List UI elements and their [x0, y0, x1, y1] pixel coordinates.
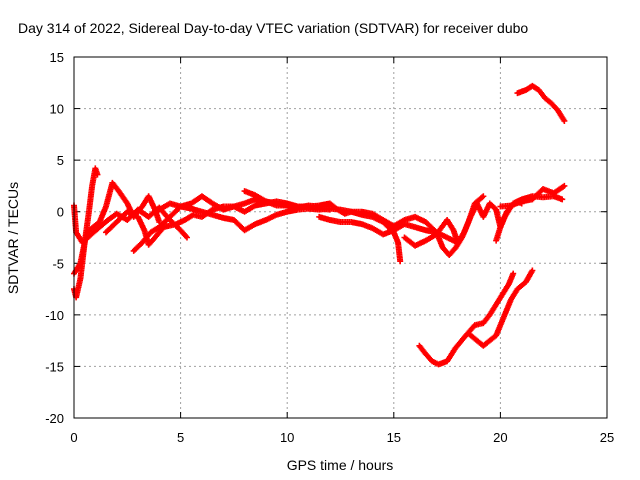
series-track-15 [465, 267, 536, 349]
plot-frame [73, 56, 608, 419]
y-tick-label: -15 [45, 359, 64, 374]
data-point [183, 234, 190, 241]
y-tick-label: 5 [57, 153, 64, 168]
x-tick-label: 10 [280, 430, 294, 445]
y-tick-label: -5 [52, 256, 64, 271]
data-point [561, 182, 568, 189]
x-tick-label: 20 [493, 430, 507, 445]
chart-title: Day 314 of 2022, Sidereal Day-to-day VTE… [18, 20, 528, 36]
series-track-13 [514, 82, 568, 124]
y-tick-label: 10 [50, 102, 64, 117]
y-tick-label: -20 [45, 411, 64, 426]
series-track-12 [497, 182, 568, 210]
data-point [397, 258, 404, 265]
data-point [561, 117, 568, 124]
series-track-2 [71, 179, 163, 277]
data-point [94, 171, 101, 178]
x-tick-label: 0 [70, 430, 77, 445]
data-point [559, 196, 566, 203]
data-point [529, 267, 536, 274]
y-tick-label: 15 [50, 50, 64, 65]
y-tick-label: 0 [57, 205, 64, 220]
y-axis-label: SDTVAR / TECUs [5, 182, 21, 294]
data-point [480, 193, 487, 200]
x-tick-label: 5 [177, 430, 184, 445]
x-tick-label: 25 [600, 430, 614, 445]
data-point [510, 270, 517, 277]
series-track-8 [316, 213, 461, 246]
x-tick-label: 15 [387, 430, 401, 445]
y-tick-label: -10 [45, 308, 64, 323]
series-track-14 [416, 270, 517, 368]
x-axis-label: GPS time / hours [287, 457, 394, 473]
